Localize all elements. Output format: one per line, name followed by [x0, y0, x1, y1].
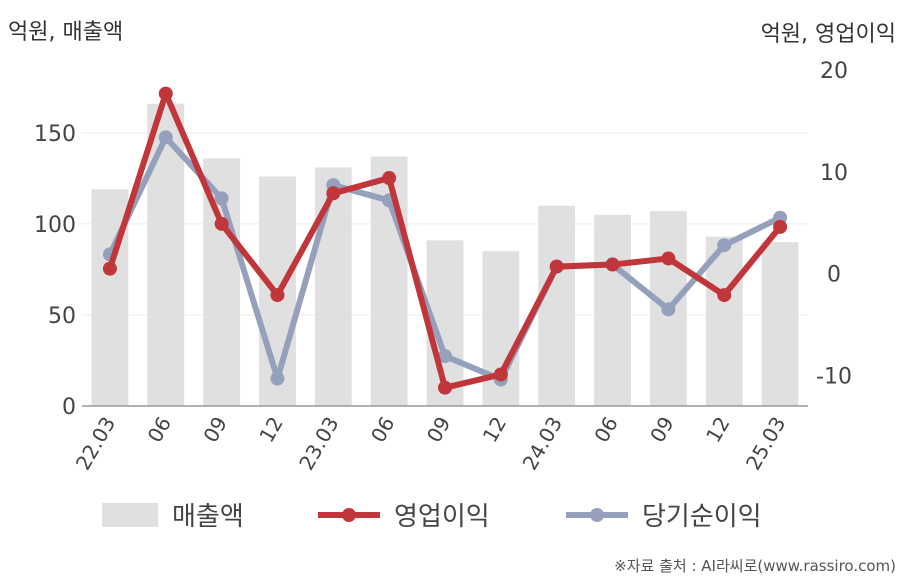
right-tick-label: 10: [820, 161, 848, 186]
operating-income-point: [605, 257, 620, 272]
x-tick-label: 12: [701, 413, 735, 447]
legend-item-revenue: 매출액: [102, 496, 244, 533]
operating-income-point: [717, 288, 732, 303]
net-income-point: [158, 130, 173, 145]
left-axis-ticks: 0 50 100 150: [34, 122, 76, 420]
revenue-bar: [538, 205, 576, 406]
x-tick-label: 09: [198, 413, 232, 447]
right-axis-ticks: -10 0 10 20: [816, 59, 852, 389]
x-tick-label: 23.03: [294, 413, 343, 475]
left-tick-label: 100: [34, 213, 76, 238]
operating-income-series: [102, 86, 788, 395]
x-tick-label: 09: [422, 413, 456, 447]
left-tick-label: 150: [34, 122, 76, 147]
revenue-bar: [761, 242, 799, 406]
legend-item-operating: 영업이익: [318, 496, 490, 533]
revenue-bar: [594, 214, 631, 406]
revenue-bar: [314, 167, 352, 406]
operating-income-point: [158, 86, 173, 101]
left-axis-unit: 억원, 매출액: [8, 20, 124, 45]
operating-income-point: [102, 261, 117, 276]
x-tick-label: 06: [366, 413, 400, 447]
net-income-point: [717, 238, 732, 253]
operating-income-point: [326, 186, 341, 201]
right-tick-label: -10: [816, 364, 852, 389]
operating-income-point: [382, 171, 397, 186]
operating-income-point: [549, 259, 564, 274]
net-income-point: [214, 191, 229, 206]
left-tick-label: 0: [62, 395, 76, 420]
left-tick-label: 50: [48, 304, 76, 329]
legend-label-revenue: 매출액: [172, 502, 244, 532]
legend-item-net: 당기순이익: [566, 496, 762, 533]
operating-income-point: [270, 288, 285, 303]
legend: 매출액 영업이익 당기순이익: [0, 496, 908, 532]
x-tick-label: 12: [254, 413, 288, 447]
legend-label-net: 당기순이익: [642, 502, 762, 532]
right-tick-label: 0: [827, 263, 841, 288]
legend-swatch-bar: [102, 502, 158, 527]
legend-swatch-net: [566, 507, 628, 522]
legend-swatch-operating: [318, 507, 380, 522]
right-axis-unit: 억원, 영업이익: [760, 22, 896, 47]
net-income-point: [270, 371, 285, 386]
operating-income-point: [773, 219, 788, 234]
x-tick-label: 25.03: [741, 413, 790, 475]
operating-income-point: [493, 367, 508, 382]
x-tick-label: 06: [589, 413, 623, 447]
x-tick-label: 22.03: [71, 413, 120, 475]
net-income-series: [102, 130, 788, 387]
x-axis-ticks: 22.03 06 09 12 23.03 06 09 12 24.03 06 09 12 25.03: [71, 413, 791, 475]
operating-income-point: [661, 251, 676, 266]
right-tick-label: 20: [820, 59, 848, 84]
net-income-point: [438, 349, 452, 364]
x-tick-label: 06: [143, 413, 177, 447]
legend-label-operating: 영업이익: [394, 502, 490, 532]
x-tick-label: 12: [478, 413, 512, 447]
x-tick-label: 24.03: [518, 413, 567, 475]
revenue-bar: [705, 236, 743, 406]
x-tick-label: 09: [645, 413, 679, 447]
source-note: ※자료 출처 : AI라씨로(www.rassiro.com): [614, 557, 896, 575]
net-income-point: [661, 302, 676, 317]
operating-income-point: [438, 380, 452, 395]
operating-income-point: [214, 216, 229, 231]
